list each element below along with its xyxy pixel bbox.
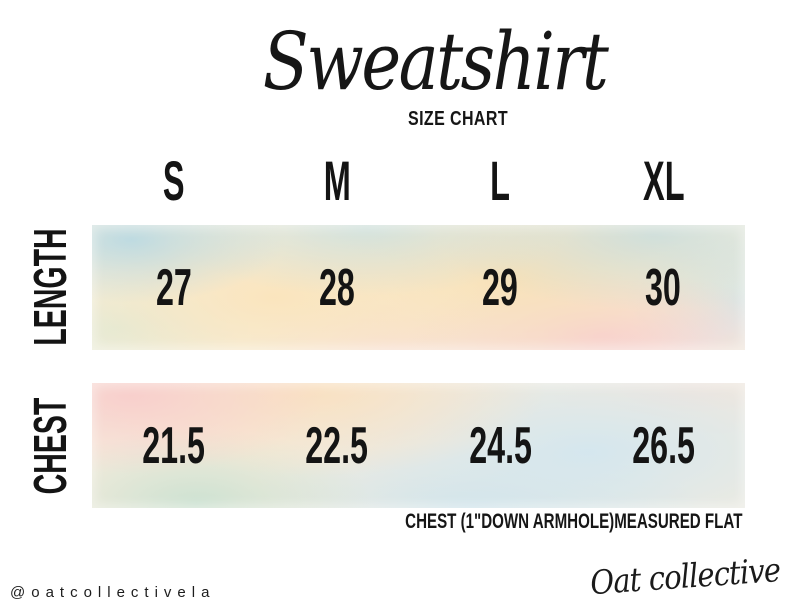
column-header-s: S [162,149,185,212]
size-column-headers: S M L XL [92,149,745,212]
length-value-l: 29 [482,258,519,317]
chest-row-band: 21.5 22.5 24.5 26.5 [92,383,745,508]
length-value-s: 27 [155,258,192,317]
chest-values: 21.5 22.5 24.5 26.5 [92,383,745,508]
column-header-l: L [490,149,511,212]
chest-value-m: 22.5 [305,416,369,475]
brand-signature: Oat collective [589,550,782,603]
page-subtitle: SIZE CHART [408,108,508,130]
measurement-note: CHEST (1"DOWN ARMHOLE)MEASURED FLAT [404,510,742,533]
instagram-handle: @oatcollectivela [10,584,216,601]
chest-value-l: 24.5 [468,416,532,475]
length-row-band: 27 28 29 30 [92,225,745,350]
page-title: Sweatshirt [262,15,609,108]
chest-value-s: 21.5 [142,416,206,475]
column-header-xl: XL [642,149,685,212]
length-value-xl: 30 [645,258,682,317]
length-value-m: 28 [318,258,355,317]
chest-value-xl: 26.5 [631,416,695,475]
column-header-m: M [323,149,351,212]
length-values: 27 28 29 30 [92,225,745,350]
